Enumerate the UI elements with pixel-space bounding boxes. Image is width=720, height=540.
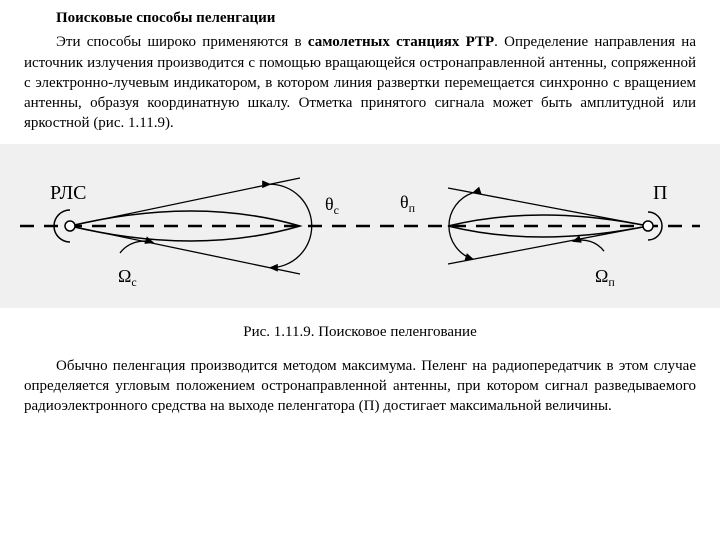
figure-svg: РЛС θс Ωс Пθп Ωп xyxy=(0,144,720,308)
svg-text:Ωс: Ωс xyxy=(118,266,137,289)
svg-text:θп: θп xyxy=(400,192,416,215)
p1-a: Эти способы широко применяются в xyxy=(56,34,308,50)
svg-text:РЛС: РЛС xyxy=(50,182,87,204)
heading-text: Поисковые способы пеленгации xyxy=(56,10,275,26)
svg-text:Ωп: Ωп xyxy=(595,266,615,289)
heading: Поисковые способы пеленгации xyxy=(24,8,696,28)
svg-text:θс: θс xyxy=(325,194,339,217)
paragraph-2: Обычно пеленгация производится методом м… xyxy=(24,356,696,417)
p1-b: самолетных станциях РТР xyxy=(308,34,494,50)
svg-text:П: П xyxy=(653,182,667,204)
figure: РЛС θс Ωс Пθп Ωп xyxy=(0,144,720,308)
paragraph-1: Эти способы широко применяются в самолет… xyxy=(24,32,696,133)
figure-caption: Рис. 1.11.9. Поисковое пеленгование xyxy=(0,322,720,342)
